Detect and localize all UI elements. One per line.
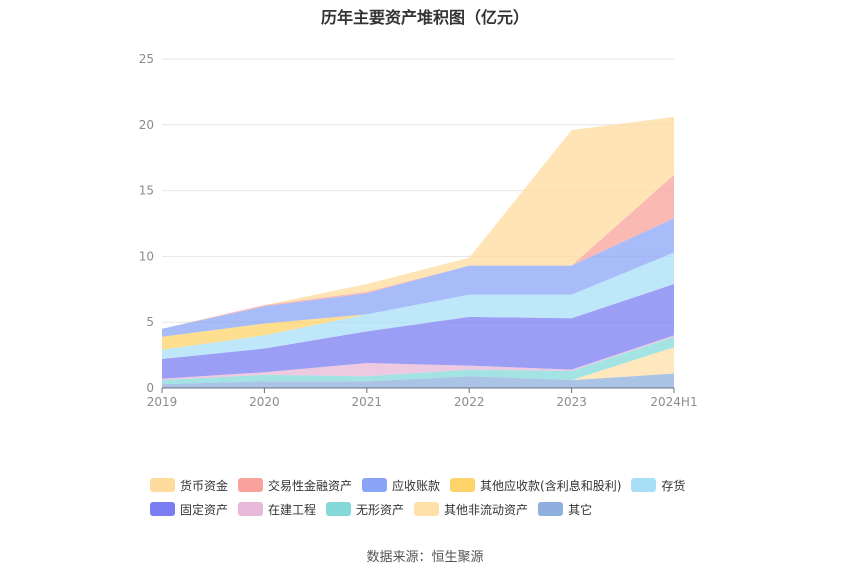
x-tick-label: 2024H1	[650, 395, 697, 409]
chart-title: 历年主要资产堆积图（亿元）	[320, 8, 529, 27]
legend: 货币资金 交易性金融资产 应收账款 其他应收款(含利息和股利) 存货 固定资产 在建工程 无…	[150, 473, 710, 521]
y-tick-label: 15	[139, 184, 154, 198]
legend-label: 应收账款	[392, 478, 441, 493]
legend-label: 无形资产	[356, 502, 405, 517]
legend-swatch	[326, 502, 352, 516]
legend-label: 货币资金	[180, 478, 229, 493]
legend-swatch	[414, 502, 440, 516]
legend-item[interactable]: 货币资金	[150, 477, 228, 494]
x-tick-label: 2021	[352, 395, 383, 409]
area-series	[162, 116, 674, 389]
x-tick-label: 2019	[147, 395, 178, 409]
source-text: 数据来源：恒生聚源	[366, 550, 484, 565]
axes: 0 5 10 15 20 25 2019 2020 2021 2022 2023 2024H1	[139, 52, 698, 409]
y-tick-label: 5	[146, 315, 154, 329]
x-tick-label: 2020	[249, 395, 280, 409]
legend-item[interactable]: 在建工程	[238, 501, 316, 518]
area-货币资金[interactable]	[162, 116, 674, 329]
y-tick-label: 20	[139, 118, 154, 132]
legend-swatch	[631, 478, 657, 492]
legend-label: 其他应收款(含利息和股利)	[480, 478, 622, 493]
legend-item[interactable]: 交易性金融资产	[238, 477, 352, 494]
legend-label: 固定资产	[180, 502, 229, 517]
area-在建工程[interactable]	[162, 335, 674, 381]
legend-item[interactable]: 固定资产	[150, 501, 228, 518]
area-应收账款[interactable]	[162, 218, 674, 337]
stacked-area-chart: 0 5 10 15 20 25 2019 2020 2021 2022 2023 2024H1	[139, 52, 698, 409]
legend-label: 其它	[568, 502, 593, 517]
x-tick-label: 2022	[454, 395, 485, 409]
y-tick-label: 0	[146, 381, 154, 395]
area-无形资产[interactable]	[162, 336, 674, 385]
legend-row: 货币资金 交易性金融资产 应收账款 其他应收款(含利息和股利) 存货	[150, 473, 710, 497]
legend-label: 在建工程	[268, 502, 317, 517]
legend-item[interactable]: 应收账款	[362, 477, 440, 494]
legend-swatch	[150, 502, 175, 516]
legend-item[interactable]: 其它	[538, 501, 592, 518]
legend-swatch	[538, 502, 564, 516]
legend-item[interactable]: 存货	[631, 477, 685, 494]
legend-swatch	[362, 478, 388, 492]
legend-label: 存货	[661, 478, 686, 493]
legend-label: 其他非流动资产	[444, 502, 529, 517]
legend-item[interactable]: 其他应收款(含利息和股利)	[450, 477, 621, 494]
y-tick-label: 10	[139, 249, 154, 263]
y-tick-label: 25	[139, 52, 154, 66]
legend-swatch	[238, 502, 264, 516]
legend-swatch	[450, 478, 476, 492]
legend-swatch	[238, 478, 264, 492]
legend-swatch	[150, 478, 175, 492]
legend-item[interactable]: 无形资产	[326, 501, 404, 518]
area-其它[interactable]	[162, 373, 674, 389]
area-其他应收款(含利息和股利)[interactable]	[162, 252, 674, 350]
area-固定资产[interactable]	[162, 284, 674, 379]
x-tick-label: 2023	[556, 395, 587, 409]
legend-label: 交易性金融资产	[268, 478, 353, 493]
area-存货[interactable]	[162, 252, 674, 360]
legend-item[interactable]: 其他非流动资产	[414, 501, 528, 518]
legend-row: 固定资产 在建工程 无形资产 其他非流动资产 其它	[150, 497, 710, 521]
